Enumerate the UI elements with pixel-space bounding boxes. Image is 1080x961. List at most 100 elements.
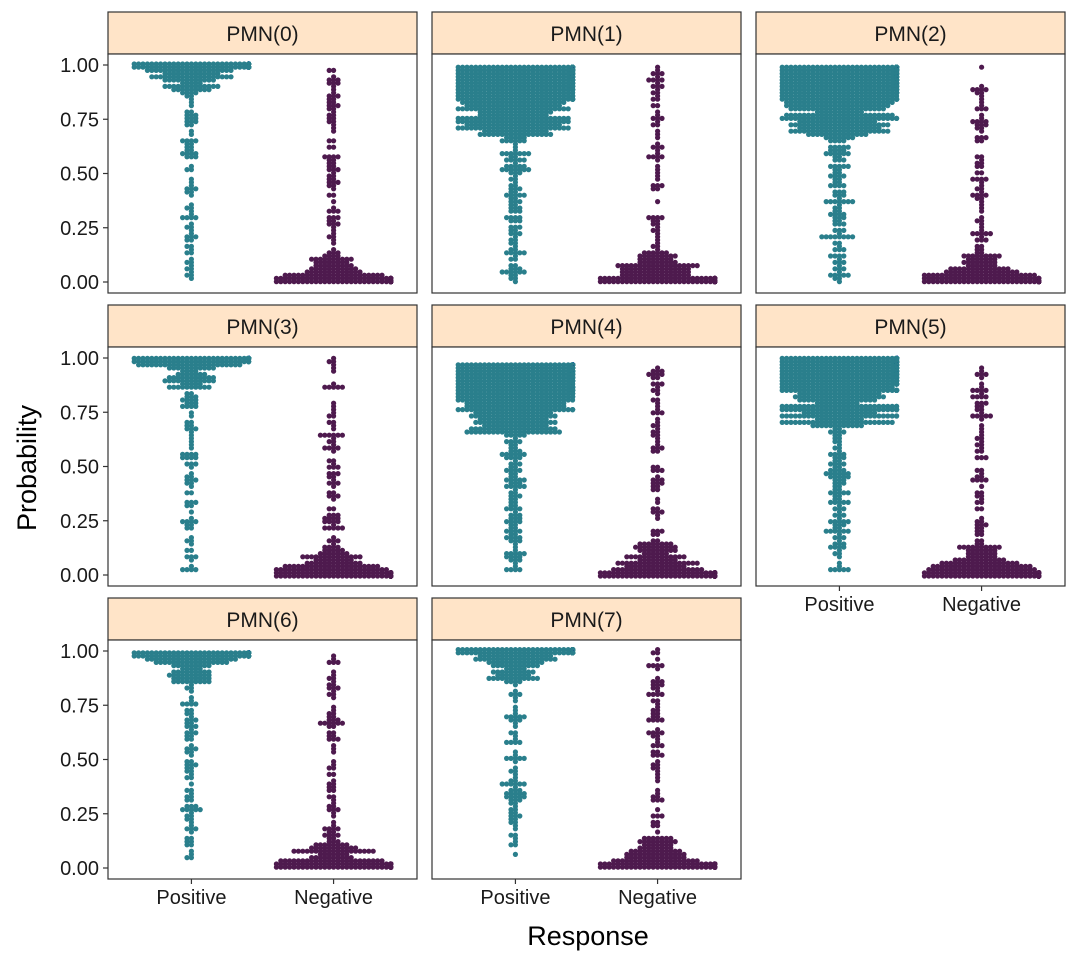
point-negative	[983, 192, 989, 198]
point-positive	[136, 64, 142, 70]
point-positive	[828, 138, 834, 144]
point-positive	[499, 269, 505, 275]
point-negative	[291, 279, 297, 285]
point-negative	[353, 279, 359, 285]
point-positive	[841, 259, 847, 265]
point-negative	[331, 186, 337, 192]
point-positive	[455, 106, 461, 112]
point-positive	[499, 138, 505, 144]
point-negative	[650, 144, 656, 150]
point-positive	[188, 122, 194, 128]
point-positive	[228, 67, 234, 73]
point-positive	[565, 119, 571, 125]
point-positive	[162, 83, 168, 89]
point-negative	[335, 154, 341, 160]
y-tick-label: 0.50	[60, 164, 99, 186]
point-positive	[836, 279, 843, 285]
point-positive	[823, 135, 829, 141]
point-positive	[521, 157, 527, 163]
point-positive	[188, 167, 194, 173]
point-negative	[326, 192, 332, 198]
point-positive	[845, 272, 851, 278]
point-positive	[832, 259, 838, 265]
point-positive	[158, 67, 164, 73]
point-positive	[184, 259, 190, 265]
point-positive	[193, 119, 199, 125]
point-negative	[650, 71, 656, 77]
point-negative	[304, 279, 310, 285]
point-negative	[983, 237, 989, 243]
point-negative	[996, 253, 1002, 259]
point-negative	[650, 186, 656, 192]
point-positive	[180, 151, 186, 157]
point-negative	[659, 83, 665, 89]
point-negative	[712, 279, 718, 285]
point-negative	[979, 208, 985, 214]
point-positive	[845, 144, 851, 150]
point-negative	[331, 144, 337, 150]
point-negative	[650, 96, 656, 102]
point-positive	[788, 106, 794, 112]
point-positive	[184, 154, 190, 160]
point-negative	[317, 279, 323, 285]
point-positive	[779, 115, 785, 121]
point-positive	[180, 90, 186, 96]
point-negative	[370, 279, 376, 285]
point-negative	[983, 87, 989, 93]
point-positive	[184, 205, 190, 211]
point-negative	[331, 279, 337, 285]
point-positive	[841, 138, 847, 144]
point-negative	[961, 253, 967, 259]
point-positive	[832, 240, 838, 246]
point-negative	[650, 103, 656, 109]
point-negative	[974, 218, 980, 224]
point-negative	[974, 154, 980, 160]
point-negative	[335, 167, 341, 173]
point-negative	[361, 279, 367, 285]
point-negative	[344, 279, 350, 285]
point-positive	[832, 266, 838, 272]
point-negative	[646, 215, 652, 221]
point-positive	[517, 224, 523, 230]
point-negative	[309, 256, 315, 262]
point-positive	[180, 138, 186, 144]
point-negative	[983, 176, 989, 182]
point-negative	[650, 221, 656, 227]
point-positive	[828, 183, 834, 189]
facet-title: PMN(2)	[874, 23, 946, 46]
point-negative	[326, 138, 332, 144]
point-positive	[832, 157, 838, 163]
point-negative	[366, 279, 372, 285]
point-negative	[659, 115, 665, 121]
point-negative	[597, 279, 604, 285]
point-positive	[202, 87, 208, 93]
point-positive	[224, 67, 230, 73]
point-positive	[521, 192, 527, 198]
point-positive	[565, 125, 571, 131]
point-positive	[517, 218, 523, 224]
point-negative	[970, 176, 976, 182]
point-positive	[504, 192, 510, 198]
point-negative	[974, 186, 980, 192]
point-positive	[193, 186, 199, 192]
point-positive	[499, 167, 505, 173]
point-positive	[823, 151, 829, 157]
y-tick-label: 0.75	[60, 109, 99, 131]
point-positive	[832, 247, 838, 253]
point-positive	[499, 151, 505, 157]
point-positive	[548, 109, 554, 115]
point-positive	[841, 227, 847, 233]
point-positive	[144, 67, 150, 73]
point-negative	[655, 135, 661, 141]
point-positive	[832, 275, 838, 281]
point-positive	[162, 77, 168, 83]
point-positive	[455, 96, 461, 102]
point-positive	[894, 96, 900, 102]
point-positive	[508, 176, 514, 182]
point-negative	[646, 77, 652, 83]
point-positive	[841, 247, 847, 253]
point-positive	[180, 215, 186, 221]
point-positive	[828, 163, 834, 169]
point-negative	[379, 279, 385, 285]
